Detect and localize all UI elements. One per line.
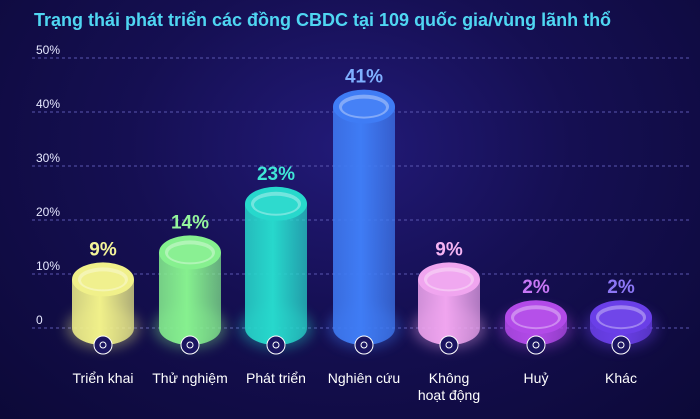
bar	[72, 279, 134, 345]
y-tick-label: 0	[36, 313, 43, 327]
x-tick-label: Thử nghiệm	[152, 370, 228, 386]
y-tick-label: 20%	[36, 205, 60, 219]
document-icon	[266, 335, 286, 355]
data-label: 41%	[345, 67, 383, 88]
x-tick-label: Triển khai	[73, 370, 134, 386]
y-tick-label: 50%	[36, 43, 60, 57]
data-label: 2%	[522, 277, 550, 298]
data-label: 9%	[89, 239, 117, 260]
y-tick-label: 40%	[36, 97, 60, 111]
chart-title: Trạng thái phát triển các đồng CBDC tại …	[34, 10, 612, 30]
bar-top-inner	[81, 271, 125, 290]
data-label: 2%	[607, 277, 635, 298]
bar	[245, 203, 307, 345]
bar	[159, 252, 221, 345]
inactive-icon	[439, 335, 459, 355]
data-label: 14%	[171, 212, 209, 233]
rocket-icon	[93, 335, 113, 355]
x-tick-label: Nghiên cứu	[328, 370, 400, 386]
bar-top-inner	[427, 271, 471, 290]
x-tick-label: Phát triển	[246, 370, 306, 386]
bar-top-inner	[168, 244, 212, 263]
bar-top-inner	[599, 309, 643, 328]
y-tick-label: 30%	[36, 151, 60, 165]
x-tick-label: Khác	[605, 370, 637, 386]
test-icon	[180, 335, 200, 355]
data-label: 9%	[435, 239, 463, 260]
bar	[333, 106, 395, 345]
bar-top-inner	[254, 195, 298, 214]
data-label: 23%	[257, 164, 295, 185]
bar	[418, 279, 480, 345]
cancel-icon	[526, 335, 546, 355]
x-tick-label: Không hoạt động	[418, 370, 480, 403]
research-icon	[354, 335, 374, 355]
bar-top-inner	[342, 98, 386, 117]
x-tick-label: Huỷ	[524, 370, 549, 386]
other-icon	[611, 335, 631, 355]
bar-top-inner	[514, 309, 558, 328]
y-tick-label: 10%	[36, 259, 60, 273]
